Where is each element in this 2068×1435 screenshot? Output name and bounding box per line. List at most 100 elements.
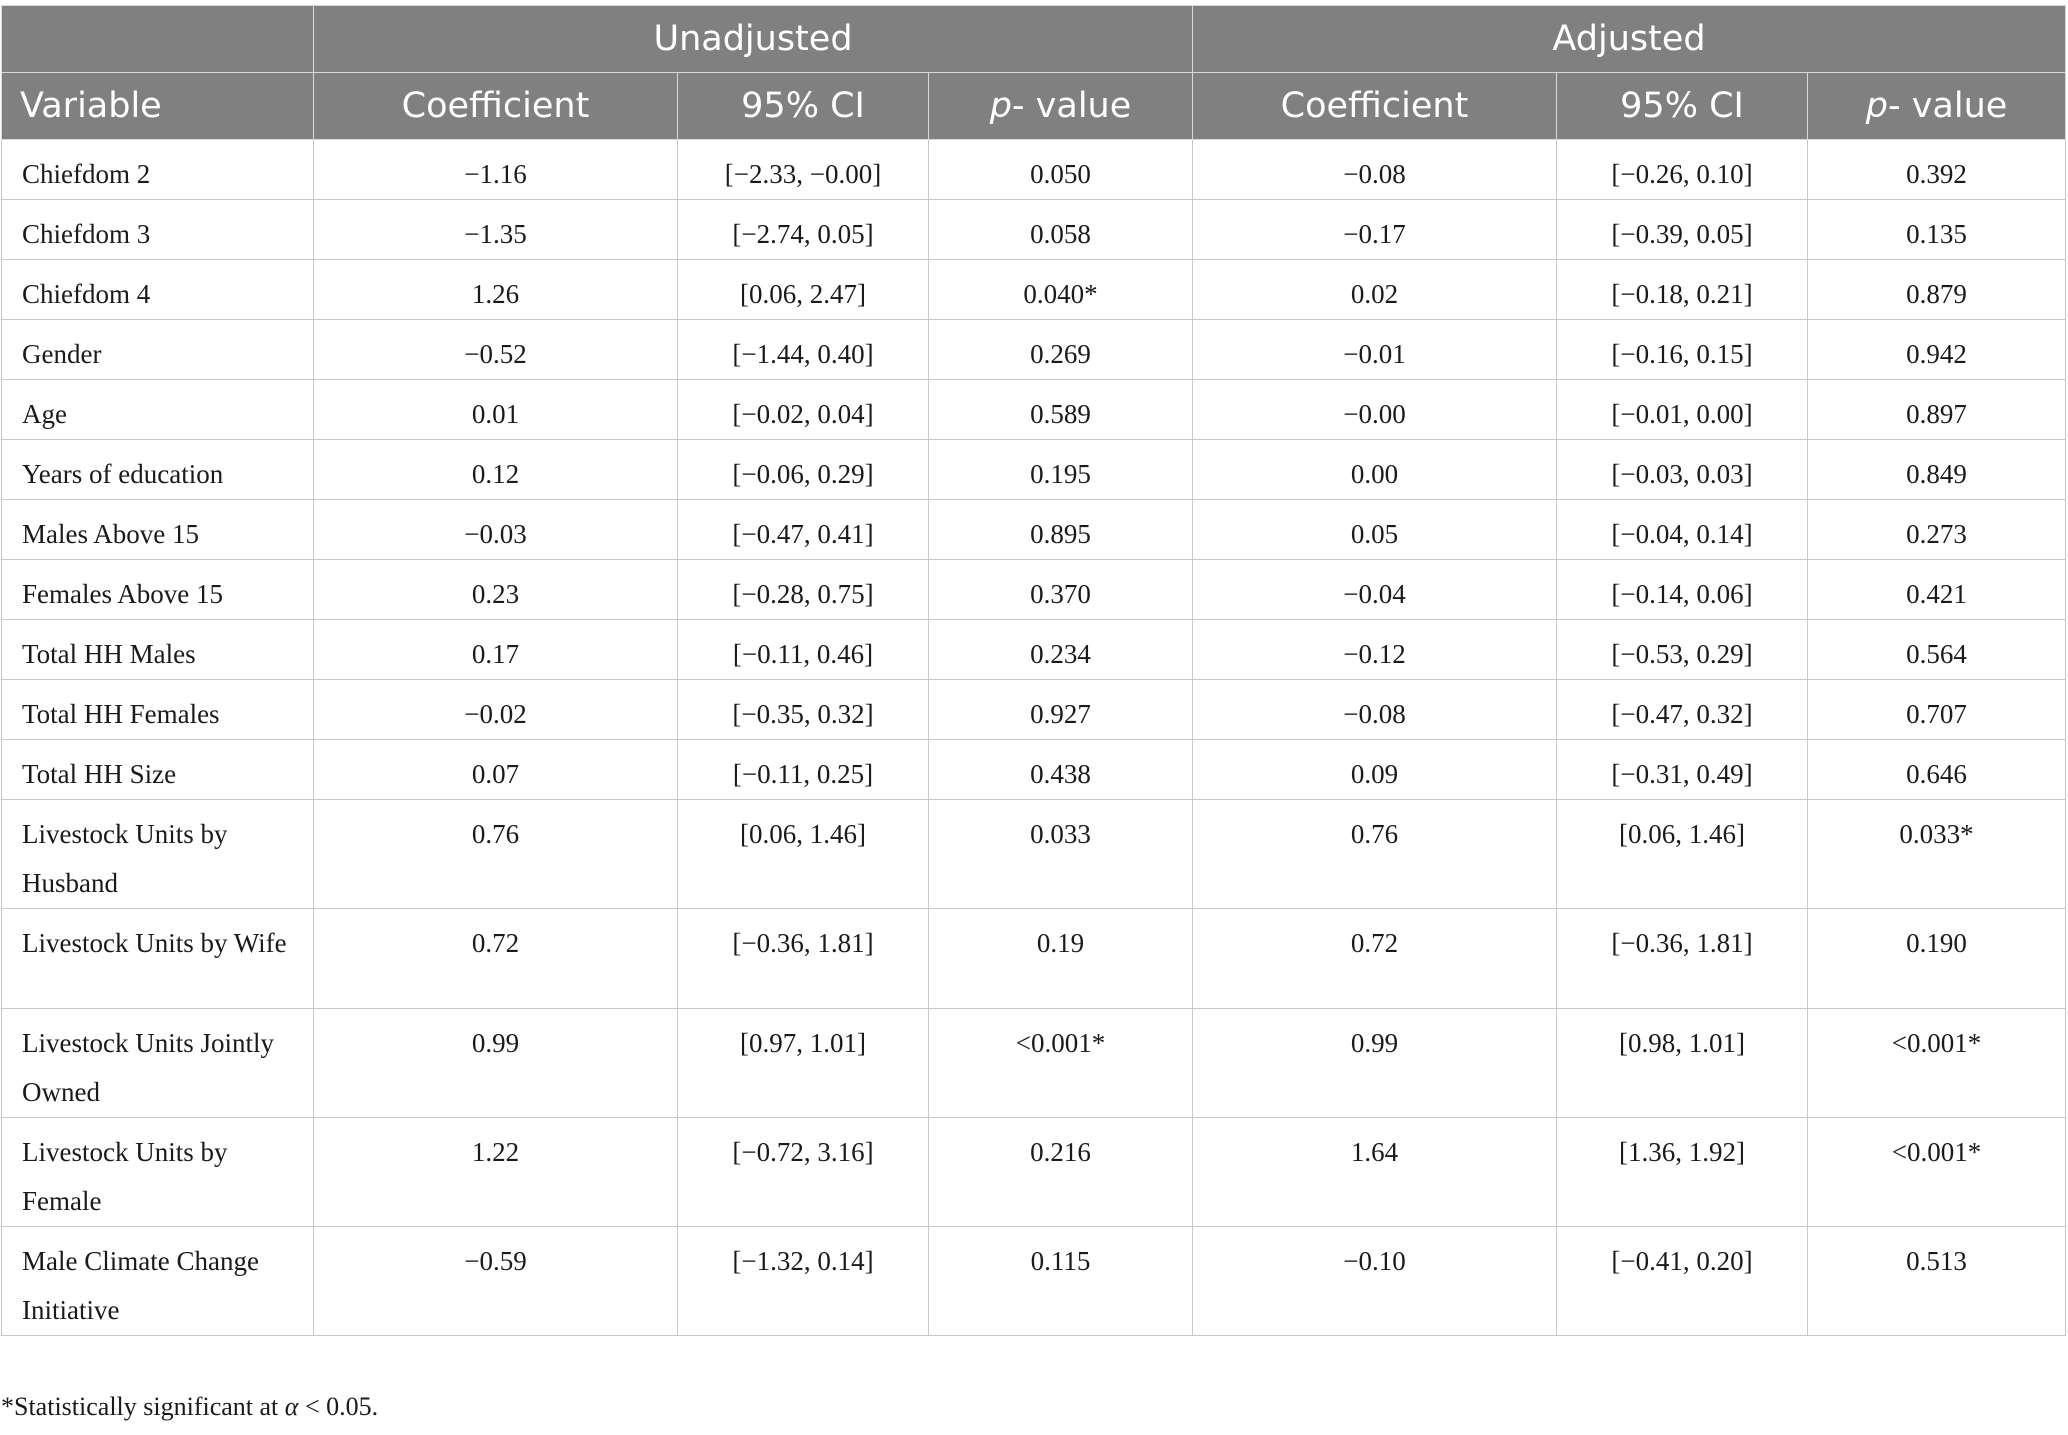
cell-unadj-ci: [−0.72, 3.16] (677, 1117, 929, 1227)
footnote-suffix: < 0.05. (298, 1392, 379, 1421)
cell-unadj-p-value: 0.033 (928, 799, 1193, 909)
header-variable: Variable (1, 72, 314, 140)
cell-adj-p-value: 0.273 (1806, 499, 2067, 560)
cell-adj-ci: [−0.04, 0.14] (1556, 499, 1808, 560)
cell-variable: Females Above 15 (1, 559, 314, 620)
cell-adj-coefficient: −0.00 (1192, 379, 1557, 440)
column-header-row: Variable Coefficient 95% CI p- value Coe… (1, 72, 2067, 140)
cell-adj-p-value: 0.421 (1806, 559, 2067, 620)
cell-unadj-p-value: 0.269 (928, 319, 1193, 380)
cell-adj-p-value: 0.879 (1806, 259, 2067, 320)
cell-adj-p-value: 0.646 (1806, 739, 2067, 800)
header-unadj-ci: 95% CI (677, 72, 929, 140)
cell-adj-p-value: 0.033* (1806, 799, 2067, 909)
cell-unadj-ci: [−0.35, 0.32] (677, 679, 929, 740)
cell-unadj-coefficient: −1.16 (313, 139, 678, 200)
cell-variable: Males Above 15 (1, 499, 314, 560)
cell-adj-ci: [−0.16, 0.15] (1556, 319, 1808, 380)
header-unadj-p-value: p- value (928, 72, 1193, 140)
cell-adj-ci: [−0.47, 0.32] (1556, 679, 1808, 740)
cell-unadj-ci: [−0.02, 0.04] (677, 379, 929, 440)
cell-unadj-p-value: 0.895 (928, 499, 1193, 560)
cell-adj-coefficient: −0.17 (1192, 199, 1557, 260)
cell-unadj-p-value: 0.040* (928, 259, 1193, 320)
table-row: Females Above 15 0.23 [−0.28, 0.75] 0.370 −0… (1, 559, 2067, 620)
table-row: Chiefdom 3 −1.35 [−2.74, 0.05] 0.058 −0.17 [−… (1, 199, 2067, 260)
cell-unadj-ci: [−0.47, 0.41] (677, 499, 929, 560)
cell-variable: Chiefdom 4 (1, 259, 314, 320)
cell-unadj-p-value: 0.589 (928, 379, 1193, 440)
header-adj-coefficient: Coefficient (1192, 72, 1557, 140)
cell-adj-coefficient: 0.02 (1192, 259, 1557, 320)
cell-adj-p-value: 0.135 (1806, 199, 2067, 260)
cell-unadj-p-value: 0.195 (928, 439, 1193, 500)
cell-adj-coefficient: −0.08 (1192, 679, 1557, 740)
cell-adj-coefficient: 0.09 (1192, 739, 1557, 800)
cell-adj-p-value: 0.564 (1806, 619, 2067, 680)
cell-unadj-coefficient: −0.52 (313, 319, 678, 380)
cell-adj-coefficient: 1.64 (1192, 1117, 1557, 1227)
cell-unadj-coefficient: 1.26 (313, 259, 678, 320)
table-row: Chiefdom 2 −1.16 [−2.33, −0.00] 0.050 −0.08[… (1, 139, 2067, 200)
cell-variable: Gender (1, 319, 314, 380)
alpha-symbol: α (284, 1392, 299, 1421)
cell-unadj-coefficient: −0.02 (313, 679, 678, 740)
cell-unadj-coefficient: 0.01 (313, 379, 678, 440)
cell-unadj-coefficient: −0.59 (313, 1226, 678, 1336)
cell-adj-p-value: 0.897 (1806, 379, 2067, 440)
cell-unadj-ci: [0.06, 2.47] (677, 259, 929, 320)
cell-unadj-coefficient: 0.17 (313, 619, 678, 680)
cell-adj-p-value: <0.001* (1806, 1008, 2067, 1118)
table-row: Chiefdom 4 1.26 [0.06, 2.47] 0.040* 0.02 [−0.… (1, 259, 2067, 320)
cell-adj-p-value: 0.190 (1806, 908, 2067, 1009)
cell-adj-p-value: <0.001* (1806, 1117, 2067, 1227)
cell-variable: Total HH Size (1, 739, 314, 800)
cell-variable: Years of education (1, 439, 314, 500)
p-label: p (1865, 86, 1888, 126)
cell-unadj-coefficient: 0.23 (313, 559, 678, 620)
p-suffix: - value (1011, 86, 1132, 126)
cell-unadj-p-value: 0.438 (928, 739, 1193, 800)
cell-unadj-p-value: 0.370 (928, 559, 1193, 620)
cell-unadj-ci: [−0.11, 0.25] (677, 739, 929, 800)
cell-unadj-ci: [0.97, 1.01] (677, 1008, 929, 1118)
cell-unadj-ci: [0.06, 1.46] (677, 799, 929, 909)
cell-adj-p-value: 0.849 (1806, 439, 2067, 500)
cell-adj-coefficient: −0.10 (1192, 1226, 1557, 1336)
cell-unadj-ci: [−0.06, 0.29] (677, 439, 929, 500)
cell-adj-ci: [0.06, 1.46] (1556, 799, 1808, 909)
cell-unadj-p-value: 0.050 (928, 139, 1193, 200)
p-suffix: - value (1887, 86, 2008, 126)
cell-unadj-coefficient: 0.72 (313, 908, 678, 1009)
header-adj-ci: 95% CI (1556, 72, 1808, 140)
cell-unadj-ci: [−0.11, 0.46] (677, 619, 929, 680)
cell-variable: Chiefdom 3 (1, 199, 314, 260)
cell-unadj-ci: [−0.36, 1.81] (677, 908, 929, 1009)
cell-adj-ci: [−0.53, 0.29] (1556, 619, 1808, 680)
table-row: Total HH Size 0.07 [−0.11, 0.25] 0.438 0.09[… (1, 739, 2067, 800)
header-unadj-coefficient: Coefficient (313, 72, 678, 140)
cell-unadj-p-value: 0.115 (928, 1226, 1193, 1336)
cell-unadj-coefficient: −1.35 (313, 199, 678, 260)
cell-adj-coefficient: 0.00 (1192, 439, 1557, 500)
header-unadjusted: Unadjusted (313, 5, 1193, 73)
header-adj-p-value: p- value (1806, 72, 2067, 140)
cell-adj-ci: [−0.01, 0.00] (1556, 379, 1808, 440)
cell-unadj-ci: [−2.33, −0.00] (677, 139, 929, 200)
table-row: Livestock Units Jointly Owned 0.99 [0.97, … (1, 1008, 2067, 1118)
table-row: Years of education 0.12 [−0.06, 0.29] 0.195… (1, 439, 2067, 500)
cell-variable: Chiefdom 2 (1, 139, 314, 200)
cell-adj-ci: [−0.31, 0.49] (1556, 739, 1808, 800)
cell-adj-coefficient: −0.12 (1192, 619, 1557, 680)
cell-adj-ci: [−0.03, 0.03] (1556, 439, 1808, 500)
table-row: Livestock Units by Wife 0.72 [−0.36, 1.81]… (1, 908, 2067, 1009)
cell-adj-coefficient: 0.72 (1192, 908, 1557, 1009)
cell-variable: Livestock Units Jointly Owned (1, 1008, 314, 1118)
cell-unadj-ci: [−1.32, 0.14] (677, 1226, 929, 1336)
table-row: Male Climate Change Initiative −0.59 [−1.3… (1, 1226, 2067, 1336)
cell-variable: Male Climate Change Initiative (1, 1226, 314, 1336)
p-label: p (989, 86, 1012, 126)
cell-unadj-coefficient: 1.22 (313, 1117, 678, 1227)
cell-adj-ci: [1.36, 1.92] (1556, 1117, 1808, 1227)
table-row: Males Above 15 −0.03 [−0.47, 0.41] 0.895 0.0… (1, 499, 2067, 560)
